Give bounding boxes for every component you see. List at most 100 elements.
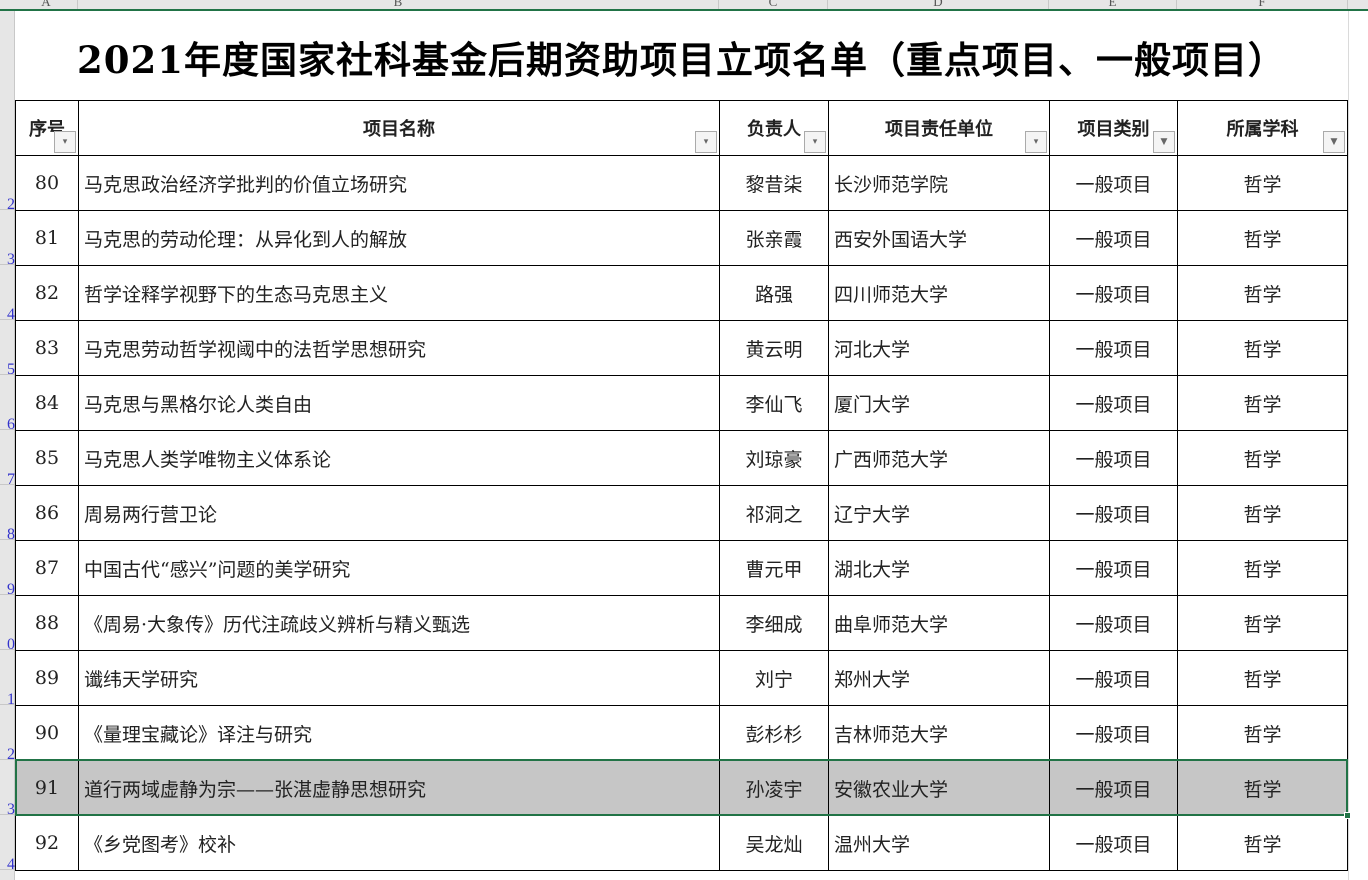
cell[interactable]: 道行两域虚静为宗——张湛虚静思想研究 <box>78 760 720 816</box>
row-header[interactable]: 3 <box>0 760 15 815</box>
cell[interactable]: 安徽农业大学 <box>828 760 1050 816</box>
cell[interactable]: 哲学 <box>1177 375 1348 431</box>
cell[interactable]: 湖北大学 <box>828 540 1050 596</box>
cell[interactable]: 中国古代“感兴”问题的美学研究 <box>78 540 720 596</box>
row-header[interactable]: 0 <box>0 595 15 650</box>
cell[interactable]: 哲学 <box>1177 265 1348 321</box>
column-header-F[interactable]: F <box>1177 0 1348 9</box>
row-header[interactable]: 6 <box>0 375 15 430</box>
cell[interactable]: 曹元甲 <box>719 540 829 596</box>
cell[interactable]: 一般项目 <box>1049 540 1178 596</box>
column-header-E[interactable]: E <box>1049 0 1177 9</box>
cell[interactable]: 82 <box>15 265 79 321</box>
cell[interactable]: 81 <box>15 210 79 266</box>
cell[interactable]: 哲学 <box>1177 155 1348 211</box>
cell[interactable]: 马克思的劳动伦理：从异化到人的解放 <box>78 210 720 266</box>
filter-active-icon[interactable]: ▼ <box>1323 131 1345 153</box>
cell[interactable]: 一般项目 <box>1049 650 1178 706</box>
row-header[interactable]: 4 <box>0 265 15 320</box>
cell[interactable]: 张亲霞 <box>719 210 829 266</box>
cell[interactable]: 91 <box>15 760 79 816</box>
table-row[interactable]: 88 《周易·大象传》历代注疏歧义辨析与精义甄选 李细成 曲阜师范大学 一般项目 哲学 <box>15 595 1348 651</box>
table-row[interactable]: 83 马克思劳动哲学视阈中的法哲学思想研究 黄云明 河北大学 一般项目 哲学 <box>15 320 1348 376</box>
filter-active-icon[interactable]: ▼ <box>1153 131 1175 153</box>
row-header[interactable]: 5 <box>0 320 15 375</box>
cell[interactable]: 河北大学 <box>828 320 1050 376</box>
table-row[interactable]: 87 中国古代“感兴”问题的美学研究 曹元甲 湖北大学 一般项目 哲学 <box>15 540 1348 596</box>
table-row[interactable]: 90 《量理宝藏论》译注与研究 彭杉杉 吉林师范大学 一般项目 哲学 <box>15 705 1348 761</box>
cell[interactable]: 哲学 <box>1177 760 1348 816</box>
cell[interactable]: 哲学 <box>1177 815 1348 871</box>
cell[interactable]: 哲学 <box>1177 210 1348 266</box>
cell[interactable]: 83 <box>15 320 79 376</box>
cell[interactable]: 马克思政治经济学批判的价值立场研究 <box>78 155 720 211</box>
cell[interactable]: 黄云明 <box>719 320 829 376</box>
cell[interactable]: 86 <box>15 485 79 541</box>
table-row[interactable]: 84 马克思与黑格尔论人类自由 李仙飞 厦门大学 一般项目 哲学 <box>15 375 1348 431</box>
cell[interactable]: 89 <box>15 650 79 706</box>
cell[interactable]: 92 <box>15 815 79 871</box>
row-header[interactable]: 2 <box>0 705 15 760</box>
column-header-D[interactable]: D <box>828 0 1049 9</box>
table-row[interactable]: 82 哲学诠释学视野下的生态马克思主义 路强 四川师范大学 一般项目 哲学 <box>15 265 1348 321</box>
table-row[interactable]: 89 谶纬天学研究 刘宁 郑州大学 一般项目 哲学 <box>15 650 1348 706</box>
cell[interactable]: 80 <box>15 155 79 211</box>
sheet-title[interactable]: 2021年度国家社科基金后期资助项目立项名单（重点项目、一般项目） <box>77 38 1286 82</box>
table-row[interactable]: 86 周易两行营卫论 祁洞之 辽宁大学 一般项目 哲学 <box>15 485 1348 541</box>
table-row[interactable]: 91 道行两域虚静为宗——张湛虚静思想研究 孙凌宇 安徽农业大学 一般项目 哲学 <box>15 760 1348 816</box>
cell[interactable]: 辽宁大学 <box>828 485 1050 541</box>
cell[interactable]: 一般项目 <box>1049 320 1178 376</box>
cell[interactable]: 孙凌宇 <box>719 760 829 816</box>
cell[interactable]: 周易两行营卫论 <box>78 485 720 541</box>
cell[interactable]: 曲阜师范大学 <box>828 595 1050 651</box>
cell[interactable]: 哲学 <box>1177 320 1348 376</box>
cell[interactable]: 郑州大学 <box>828 650 1050 706</box>
column-header-C[interactable]: C <box>719 0 828 9</box>
cell[interactable]: 广西师范大学 <box>828 430 1050 486</box>
cell[interactable]: 一般项目 <box>1049 430 1178 486</box>
cell[interactable]: 厦门大学 <box>828 375 1050 431</box>
column-header-cell[interactable]: 所属学科 ▼ <box>1177 100 1348 156</box>
cell[interactable]: 吴龙灿 <box>719 815 829 871</box>
table-row[interactable]: 81 马克思的劳动伦理：从异化到人的解放 张亲霞 西安外国语大学 一般项目 哲学 <box>15 210 1348 266</box>
cell[interactable]: 《量理宝藏论》译注与研究 <box>78 705 720 761</box>
cell[interactable]: 哲学 <box>1177 540 1348 596</box>
cell[interactable]: 《周易·大象传》历代注疏歧义辨析与精义甄选 <box>78 595 720 651</box>
filter-dropdown-icon[interactable]: ▾ <box>804 131 826 153</box>
cell[interactable]: 马克思劳动哲学视阈中的法哲学思想研究 <box>78 320 720 376</box>
cell[interactable]: 一般项目 <box>1049 265 1178 321</box>
cell[interactable]: 吉林师范大学 <box>828 705 1050 761</box>
fill-handle[interactable] <box>1344 812 1351 819</box>
cell[interactable]: 一般项目 <box>1049 760 1178 816</box>
cell[interactable]: 一般项目 <box>1049 815 1178 871</box>
cell[interactable]: 一般项目 <box>1049 595 1178 651</box>
cell[interactable]: 哲学 <box>1177 705 1348 761</box>
cell[interactable]: 西安外国语大学 <box>828 210 1050 266</box>
cell[interactable]: 一般项目 <box>1049 485 1178 541</box>
cell[interactable]: 马克思与黑格尔论人类自由 <box>78 375 720 431</box>
cell[interactable]: 哲学 <box>1177 650 1348 706</box>
cell[interactable]: 刘宁 <box>719 650 829 706</box>
cell[interactable]: 马克思人类学唯物主义体系论 <box>78 430 720 486</box>
cell[interactable]: 黎昔柒 <box>719 155 829 211</box>
cell[interactable]: 哲学诠释学视野下的生态马克思主义 <box>78 265 720 321</box>
filter-dropdown-icon[interactable]: ▾ <box>1025 131 1047 153</box>
cell[interactable]: 李仙飞 <box>719 375 829 431</box>
row-header[interactable]: 9 <box>0 540 15 595</box>
cell[interactable]: 一般项目 <box>1049 705 1178 761</box>
cell[interactable]: 李细成 <box>719 595 829 651</box>
cell[interactable]: 哲学 <box>1177 595 1348 651</box>
table-row[interactable]: 85 马克思人类学唯物主义体系论 刘琼豪 广西师范大学 一般项目 哲学 <box>15 430 1348 486</box>
row-header[interactable]: 4 <box>0 815 15 870</box>
column-header-cell[interactable]: 序号 ▾ <box>15 100 79 156</box>
cell[interactable]: 88 <box>15 595 79 651</box>
cell[interactable]: 87 <box>15 540 79 596</box>
row-header[interactable]: 7 <box>0 430 15 485</box>
column-header-A[interactable]: A <box>15 0 78 9</box>
column-header-cell[interactable]: 项目类别 ▼ <box>1049 100 1178 156</box>
column-header-B[interactable]: B <box>78 0 719 9</box>
cell[interactable]: 84 <box>15 375 79 431</box>
cell[interactable]: 哲学 <box>1177 485 1348 541</box>
row-header[interactable]: 2 <box>0 155 15 210</box>
row-header[interactable]: 8 <box>0 485 15 540</box>
